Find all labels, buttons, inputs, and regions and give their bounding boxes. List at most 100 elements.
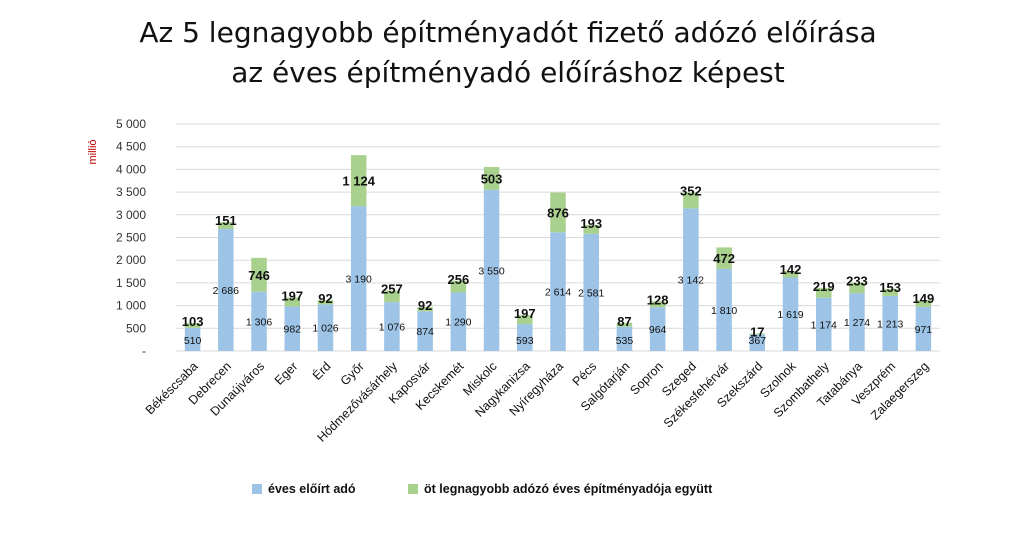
x-category-label: Békéscsaba [143,359,201,417]
y-tick-label: 3 000 [116,208,146,222]
bar-top5-tax [284,297,301,307]
value-label-top5-tax: 233 [846,274,868,289]
legend-label-top5-tax: öt legnagyobb adózó éves építményadója e… [424,482,713,496]
value-label-top5-tax: 87 [617,314,631,329]
value-label-annual-tax: 3 190 [346,274,372,286]
value-label-top5-tax: 128 [647,292,669,307]
y-tick-label: 2 000 [116,253,146,267]
bar-top5-tax [251,257,267,292]
bar-annual-tax [583,233,599,351]
x-category-label: Érd [309,358,333,382]
bar-top5-tax [616,322,633,327]
value-label-top5-tax: 197 [514,306,536,321]
value-label-annual-tax: 1 290 [445,317,471,329]
y-tick-label: 1 000 [116,299,146,313]
bar-annual-tax [251,291,267,351]
bar-annual-tax [683,208,699,351]
bar-annual-tax [550,232,566,351]
bar-annual-tax [384,302,400,351]
bar-annual-tax [284,306,301,351]
x-category-label: Eger [272,359,301,388]
bar-annual-tax [184,327,201,351]
value-label-annual-tax: 1 274 [844,317,870,329]
value-label-annual-tax: 593 [516,335,534,347]
value-label-top5-tax: 17 [750,325,764,340]
bar-annual-tax [882,295,898,351]
value-label-annual-tax: 1 213 [877,318,903,330]
y-tick-label: 4 500 [116,140,146,154]
value-label-annual-tax: 3 550 [478,265,504,277]
chart-title-line-2: az éves építményadó előíráshoz képest [231,56,784,89]
bar-annual-tax [749,334,766,351]
bar-top5-tax [583,225,599,234]
bar-top5-tax [782,271,799,278]
value-label-annual-tax: 2 686 [213,285,239,297]
value-label-top5-tax: 92 [318,291,332,306]
value-label-annual-tax: 367 [749,335,767,347]
bar-annual-tax [849,293,865,351]
bar-top5-tax [815,287,832,298]
bar-annual-tax [450,292,467,351]
bar-annual-tax [483,189,500,351]
value-label-annual-tax: 510 [184,335,202,347]
bar-annual-tax [350,206,367,351]
value-label-top5-tax: 153 [879,280,901,295]
bar-annual-tax [517,324,533,351]
legend: éves előírt adó öt legnagyobb adózó éves… [252,482,713,496]
bar-annual-tax [815,297,832,351]
y-tick-label: - [142,344,146,358]
y-tick-label: 5 000 [116,117,146,131]
legend-swatch-annual-tax [252,484,262,494]
bar-annual-tax [915,306,932,351]
y-tick-label: 3 500 [116,185,146,199]
bar-annual-tax [782,277,799,351]
bar-top5-tax [350,155,367,207]
value-label-top5-tax: 352 [680,183,702,198]
value-label-annual-tax: 1 026 [312,323,338,335]
value-labels: 510 103 2 686 151 1 306 746 982 197 1 026 92 3 190… [182,171,934,347]
bar-top5-tax [450,280,467,293]
value-label-top5-tax: 472 [713,251,735,266]
y-axis-unit-label: millió [87,139,99,164]
value-label-top5-tax: 257 [381,281,403,296]
y-tick-label: 500 [126,321,146,335]
bars [184,155,932,351]
bar-top5-tax [384,290,400,303]
bar-top5-tax [749,333,766,335]
bar-annual-tax [716,268,732,351]
bar-annual-tax [317,304,334,351]
bar-top5-tax [550,192,566,233]
bar-top5-tax [317,300,334,305]
value-label-top5-tax: 92 [418,298,432,313]
value-label-annual-tax: 1 076 [379,322,405,334]
y-tick-label: 4 000 [116,162,146,176]
chart-title-line-1: Az 5 legnagyobb építményadót fizető adóz… [139,16,876,49]
value-label-top5-tax: 149 [913,291,935,306]
value-label-annual-tax: 3 142 [678,275,704,287]
value-label-annual-tax: 971 [915,324,933,336]
value-label-top5-tax: 151 [215,213,237,228]
value-label-annual-tax: 874 [416,326,434,338]
bar-top5-tax [882,288,898,296]
value-label-top5-tax: 256 [447,272,469,287]
value-label-annual-tax: 1 174 [811,319,837,331]
legend-label-annual-tax: éves előírt adó [268,482,356,496]
value-label-annual-tax: 982 [283,324,301,336]
x-category-label: Sopron [627,359,665,397]
bar-top5-tax [683,192,699,209]
value-label-top5-tax: 197 [281,288,303,303]
value-label-top5-tax: 746 [248,268,270,283]
bar-top5-tax [649,301,666,308]
value-label-annual-tax: 535 [616,335,634,347]
value-label-annual-tax: 1 619 [777,309,803,321]
value-label-annual-tax: 2 581 [578,287,604,299]
y-axis-ticks: - 500 1 000 1 500 2 000 2 500 3 000 3 500 4 000 4… [116,117,146,358]
value-label-annual-tax: 2 614 [545,287,571,299]
value-label-annual-tax: 964 [649,324,667,336]
bar-top5-tax [915,300,932,307]
bar-top5-tax [849,282,865,294]
value-label-top5-tax: 503 [481,171,503,186]
